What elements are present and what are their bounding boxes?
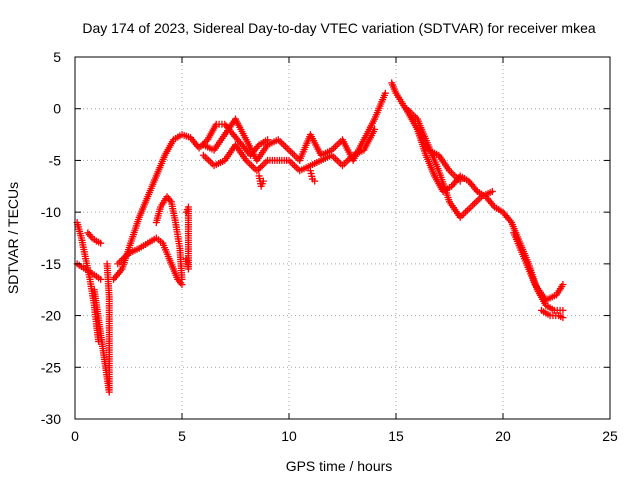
- data-point: [311, 177, 319, 185]
- data-point: [178, 275, 186, 283]
- data-point: [467, 203, 475, 211]
- data-point: [285, 146, 293, 154]
- data-point: [97, 239, 105, 247]
- x-tick-label: 25: [602, 428, 618, 444]
- data-point: [201, 153, 209, 161]
- data-point: [259, 177, 267, 185]
- series-late-drop-8.5h: [255, 172, 267, 190]
- data-point: [283, 144, 291, 152]
- data-point: [289, 160, 297, 168]
- data-point: [289, 150, 297, 158]
- data-point: [330, 153, 338, 161]
- data-point: [559, 281, 567, 289]
- data-point: [294, 165, 302, 173]
- series-mid-band-lower: [199, 125, 379, 175]
- series-outliers-early: [90, 260, 113, 396]
- data-point: [335, 139, 343, 147]
- data-point: [447, 168, 455, 176]
- points-layer: [73, 79, 567, 396]
- x-axis-label: GPS time / hours: [286, 458, 393, 474]
- data-point: [290, 151, 298, 159]
- data-point: [276, 137, 284, 145]
- y-tick-label: 5: [53, 49, 61, 65]
- data-point: [255, 165, 263, 173]
- data-point: [371, 125, 379, 133]
- data-point: [342, 158, 350, 166]
- data-point: [199, 151, 207, 159]
- data-point: [333, 156, 341, 164]
- x-tick-label: 0: [71, 428, 79, 444]
- y-tick-label: -15: [41, 256, 61, 272]
- data-point: [331, 143, 339, 151]
- data-point: [559, 306, 567, 314]
- data-point: [244, 158, 252, 166]
- series-peak-decline-c: [413, 125, 464, 185]
- ticks-layer: 0 5 10 15 20 25 5 0 -5 -10 -15 -20 -25 -30: [41, 49, 618, 444]
- series-track-c: [84, 229, 105, 247]
- data-point: [456, 177, 464, 185]
- data-point: [287, 158, 295, 166]
- data-point: [449, 170, 457, 178]
- chart-title: Day 174 of 2023, Sidereal Day-to-day VTE…: [82, 20, 595, 36]
- data-point: [97, 275, 105, 283]
- data-point: [469, 201, 477, 209]
- data-point: [208, 160, 216, 168]
- x-tick-label: 15: [388, 428, 404, 444]
- data-point: [474, 196, 482, 204]
- data-point: [292, 153, 300, 161]
- data-point: [335, 158, 343, 166]
- data-point: [280, 141, 288, 149]
- data-point: [205, 156, 213, 164]
- series-tail-end-b: [538, 306, 567, 322]
- data-point: [290, 162, 298, 170]
- series-peak-decline-b: [403, 105, 496, 221]
- data-point: [488, 187, 496, 195]
- data-point: [470, 200, 478, 208]
- grid-layer: [75, 57, 610, 419]
- series-mid-band: [199, 89, 389, 164]
- data-point: [248, 162, 256, 170]
- data-point: [333, 141, 341, 149]
- series-short-tracks-5h: [182, 203, 192, 273]
- data-point: [262, 158, 270, 166]
- data-point: [381, 89, 389, 97]
- data-point: [462, 208, 470, 216]
- y-tick-label: -10: [41, 204, 61, 220]
- series-peak-decline: [388, 79, 567, 314]
- data-point: [281, 143, 289, 151]
- data-point: [103, 260, 111, 268]
- data-point: [340, 160, 348, 168]
- data-point: [249, 163, 257, 171]
- data-point: [260, 160, 268, 168]
- data-point: [287, 148, 295, 156]
- data-point: [339, 162, 346, 170]
- data-point: [258, 162, 266, 170]
- y-tick-label: -5: [49, 152, 62, 168]
- data-point: [472, 198, 480, 206]
- data-point: [256, 163, 264, 171]
- x-tick-label: 10: [281, 428, 297, 444]
- data-point: [203, 155, 211, 163]
- series-loop-upper: [152, 193, 186, 283]
- y-tick-label: 0: [53, 101, 61, 117]
- data-point: [559, 314, 567, 322]
- data-point: [460, 210, 468, 218]
- series-loop-lower: [114, 234, 186, 289]
- y-tick-label: -20: [41, 308, 61, 324]
- series-late-11h: [306, 167, 319, 185]
- y-tick-label: -25: [41, 359, 61, 375]
- data-point: [182, 255, 190, 263]
- series-tail-end: [510, 229, 567, 304]
- data-point: [246, 160, 254, 168]
- x-tick-label: 20: [495, 428, 511, 444]
- y-tick-label: -30: [41, 411, 61, 427]
- plot-frame: [74, 56, 611, 420]
- data-point: [465, 205, 473, 213]
- x-tick-label: 5: [178, 428, 186, 444]
- data-point: [463, 206, 471, 214]
- series-track-a: [73, 218, 103, 345]
- y-axis-label: SDTVAR / TECUs: [5, 182, 21, 294]
